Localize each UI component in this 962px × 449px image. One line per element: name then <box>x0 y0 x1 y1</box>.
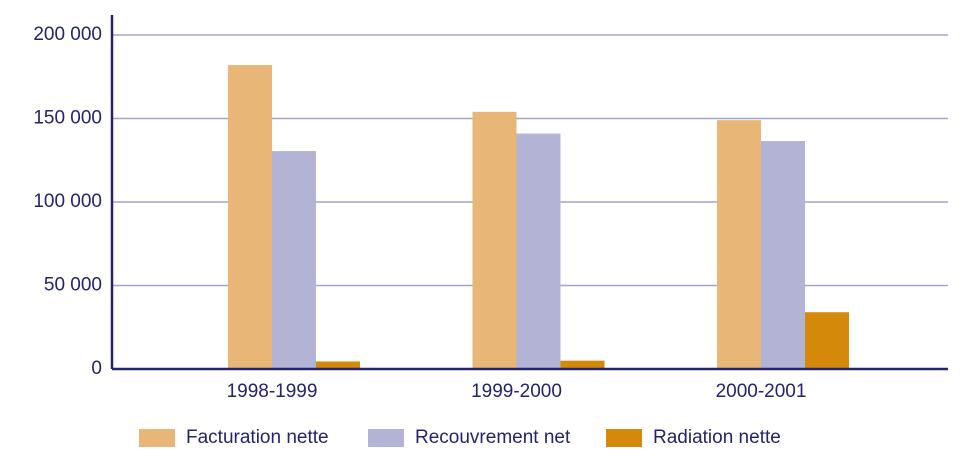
x-tick-label: 1999-2000 <box>471 381 562 402</box>
x-tick-label: 2000-2001 <box>716 381 807 402</box>
legend-swatch <box>139 429 175 447</box>
bar <box>761 141 805 369</box>
y-tick-label: 100 000 <box>33 191 102 212</box>
legend-swatch <box>606 429 642 447</box>
bar <box>805 312 849 369</box>
y-tick-label: 200 000 <box>33 24 102 45</box>
y-tick-label: 50 000 <box>44 275 102 296</box>
y-tick-label: 0 <box>91 358 102 379</box>
x-tick-label: 1998-1999 <box>227 381 318 402</box>
bar <box>472 111 517 369</box>
legend-label: Recouvrement net <box>415 427 571 448</box>
legend-swatch <box>368 429 404 447</box>
bar <box>717 120 761 369</box>
bar <box>272 151 316 369</box>
legend-label: Radiation nette <box>653 427 781 448</box>
bar <box>560 360 605 369</box>
bar <box>516 133 561 369</box>
bar <box>228 65 272 369</box>
legend-label: Facturation nette <box>186 427 329 448</box>
y-tick-label: 150 000 <box>33 108 102 129</box>
bar <box>316 361 360 369</box>
